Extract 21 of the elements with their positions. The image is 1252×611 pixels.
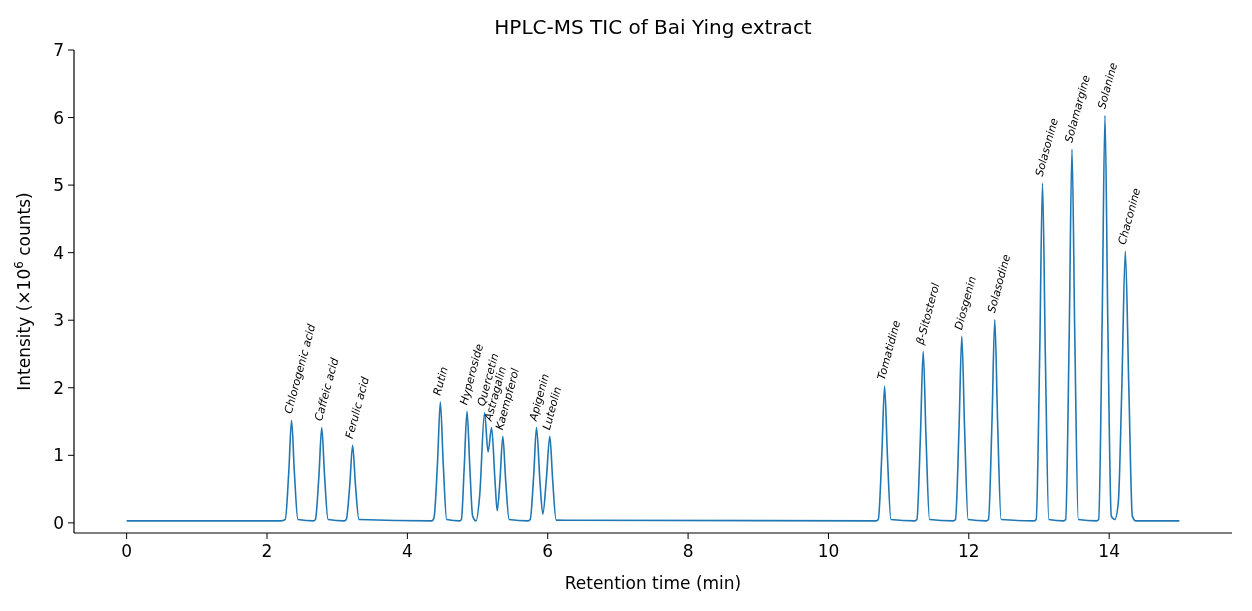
y-tick-label: 4 bbox=[53, 242, 64, 263]
x-tick-label: 14 bbox=[1098, 541, 1120, 561]
annotation: Ferulic acid bbox=[342, 374, 373, 440]
x-axis-title: Retention time (min) bbox=[564, 573, 742, 593]
x-tick-label: 10 bbox=[817, 541, 840, 561]
y-tick-label: 2 bbox=[53, 377, 64, 398]
y-tick-label: 3 bbox=[53, 310, 64, 331]
x-tick-label: 6 bbox=[542, 541, 554, 561]
y-tick-label: 6 bbox=[53, 107, 64, 128]
annotation: Caffeic acid bbox=[312, 355, 342, 423]
annotation: Rutin bbox=[430, 365, 451, 397]
x-tick-label: 4 bbox=[401, 541, 413, 561]
y-tick-label: 7 bbox=[53, 40, 64, 60]
y-tick-label: 0 bbox=[53, 512, 64, 533]
x-tick-label: 0 bbox=[121, 541, 133, 561]
x-tick-label: 8 bbox=[682, 541, 694, 561]
chart-title: HPLC-MS TIC of Bai Ying extract bbox=[494, 15, 812, 39]
y-tick-label: 5 bbox=[53, 175, 64, 196]
x-tick-label: 12 bbox=[958, 541, 980, 561]
y-tick-label: 1 bbox=[53, 445, 64, 466]
x-tick-label: 2 bbox=[261, 541, 273, 561]
